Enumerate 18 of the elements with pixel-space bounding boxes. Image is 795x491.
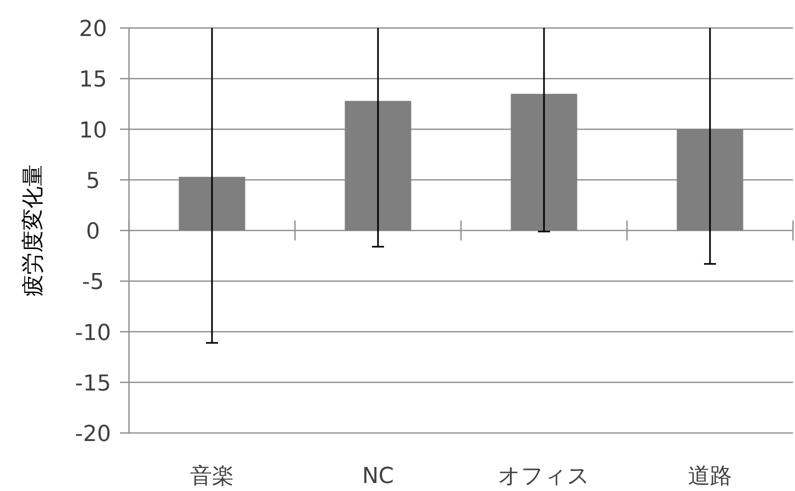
y-tick-label: 0 <box>86 220 100 244</box>
y-tick-label: -5 <box>82 270 104 296</box>
y-tick-label: -10 <box>75 320 111 346</box>
y-axis-title: 疲労度変化量 <box>21 164 46 296</box>
y-tick-label: 15 <box>79 68 107 93</box>
x-tick-label: 音楽 <box>190 464 234 489</box>
x-tick-label: NC <box>362 464 394 489</box>
bar <box>510 94 578 230</box>
y-tick-label: -20 <box>75 422 111 447</box>
y-tick-label: -15 <box>75 371 111 396</box>
bar <box>676 129 744 230</box>
bar <box>344 100 412 230</box>
x-tick-label: 道路 <box>688 464 732 489</box>
x-tick-label: オフィス <box>498 464 590 489</box>
bar <box>178 176 246 230</box>
y-tick-label: 20 <box>79 17 107 42</box>
y-tick-label: 10 <box>79 118 107 144</box>
y-tick-label: 5 <box>86 168 100 194</box>
